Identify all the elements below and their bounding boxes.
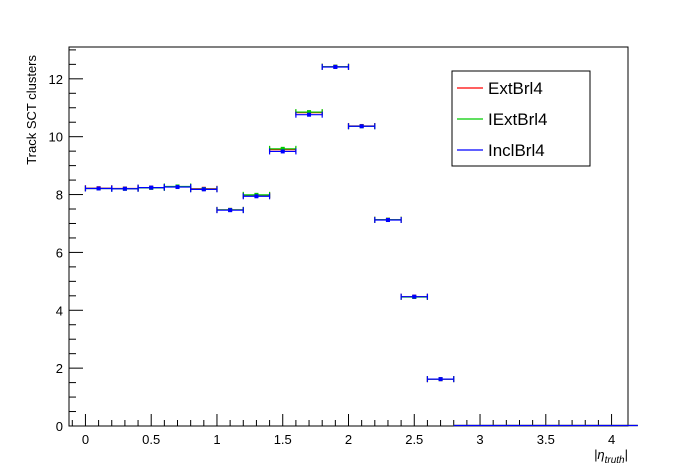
data-point xyxy=(307,112,312,117)
data-point xyxy=(385,218,390,223)
data-point xyxy=(307,110,312,115)
x-tick-label: 4 xyxy=(608,432,615,447)
x-tick-label: 2.5 xyxy=(405,432,423,447)
data-layer xyxy=(84,63,638,427)
x-tick-label: 0 xyxy=(82,432,89,447)
data-point xyxy=(438,377,443,382)
x-tick-label: 1 xyxy=(213,432,220,447)
y-axis-label: Track SCT clusters xyxy=(24,55,39,165)
x-tick-label: 0.5 xyxy=(142,432,160,447)
legend-label-extbrl4: ExtBrl4 xyxy=(488,79,543,98)
legend-label-iextbrl4: IExtBrl4 xyxy=(488,110,548,129)
y-tick-label: 0 xyxy=(56,419,63,434)
data-point xyxy=(149,185,154,190)
axes: 0 0.5 1 1.5 2 2.5 3 3.5 4 0 2 4 6 8 10 12 xyxy=(49,49,615,447)
data-point xyxy=(359,124,364,129)
x-tick-label: 3 xyxy=(476,432,483,447)
x-tick-label: 2 xyxy=(345,432,352,447)
y-tick-label: 4 xyxy=(56,303,63,318)
data-point xyxy=(96,186,101,191)
data-point xyxy=(254,194,259,199)
data-point xyxy=(175,185,180,190)
y-tick-label: 12 xyxy=(49,72,63,87)
x-tick-label: 3.5 xyxy=(537,432,555,447)
data-point xyxy=(280,146,285,151)
y-tick-label: 6 xyxy=(56,245,63,260)
legend-label-inclbrl4: InclBrl4 xyxy=(488,141,545,160)
data-point xyxy=(228,208,233,213)
x-tick-label: 1.5 xyxy=(274,432,292,447)
data-point xyxy=(122,186,127,191)
x-axis-label: |ηtruth| xyxy=(594,447,628,466)
data-point xyxy=(333,64,338,69)
data-point xyxy=(412,294,417,299)
data-point xyxy=(201,187,206,192)
data-point xyxy=(280,149,285,154)
legend: ExtBrl4 IExtBrl4 InclBrl4 xyxy=(451,70,591,167)
y-tick-label: 2 xyxy=(56,361,63,376)
series-inclbrl4 xyxy=(84,63,638,427)
y-tick-label: 10 xyxy=(49,130,63,145)
y-tick-label: 8 xyxy=(56,188,63,203)
